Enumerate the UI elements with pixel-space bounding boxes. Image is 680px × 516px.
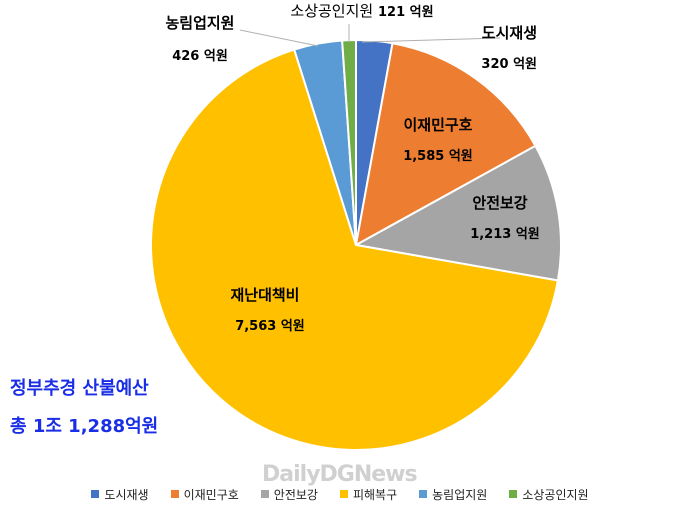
slice-label: 농림업지원 [165, 14, 234, 32]
chart-legend: 도시재생 이재민구호 안전보강 피해복구 농림업지원 소상공인지원 [0, 484, 680, 504]
legend-label: 안전보강 [273, 487, 318, 502]
legend-swatch [170, 490, 179, 498]
legend-swatch [509, 490, 518, 498]
legend-item: 피해복구 [339, 486, 398, 503]
slice-value-label: 1,213 억원 [470, 227, 540, 242]
slice-label: 재난대책비 [230, 286, 299, 304]
pie-slice [353, 144, 562, 282]
slice-value-label: 7,563 억원 [235, 319, 305, 334]
legend-label: 농림업지원 [432, 487, 488, 502]
leader-line [239, 29, 319, 47]
legend-swatch [419, 490, 428, 498]
slice-label: 이재민구호 [403, 116, 472, 134]
pie-slice [354, 42, 537, 247]
leader-line [361, 37, 501, 43]
budget-callout-title: 정부추경 산불예산 [10, 378, 149, 399]
slice-value-label: 320 억원 [481, 57, 537, 72]
legend-swatch [339, 490, 348, 498]
pie-slice [150, 48, 560, 451]
watermark-logo: DailyDGNews [262, 462, 418, 487]
budget-callout-total: 총 1조 1,288억원 [10, 416, 159, 437]
legend-item: 안전보강 [260, 486, 318, 503]
legend-label: 피해복구 [352, 487, 398, 502]
slice-label: 안전보강 [472, 194, 527, 212]
slice-label: 도시재생 [482, 24, 537, 42]
legend-item: 소상공인지원 [509, 486, 589, 503]
legend-swatch [260, 490, 269, 498]
slice-value-label: 426 억원 [172, 49, 228, 64]
legend-label: 소상공인지원 [522, 487, 589, 502]
slice-value-label: 1,585 억원 [403, 149, 473, 164]
legend-label: 도시재생 [104, 487, 149, 502]
leader-lines [239, 24, 501, 47]
legend-swatch [91, 490, 100, 498]
legend-item: 이재민구호 [170, 486, 239, 503]
slice-label: 소상공인지원 121 억원 [290, 2, 433, 20]
legend-item: 도시재생 [91, 486, 149, 503]
legend-label: 이재민구호 [183, 487, 239, 502]
pie-slices [150, 38, 562, 451]
legend-item: 농림업지원 [419, 486, 487, 503]
